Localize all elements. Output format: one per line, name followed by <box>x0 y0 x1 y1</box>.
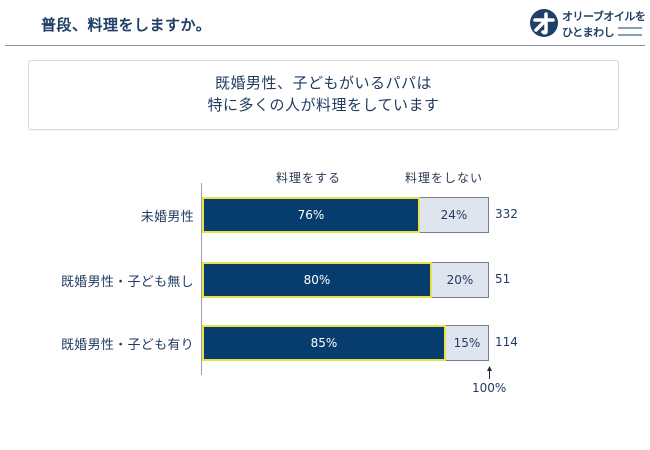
bar-segment-not-cook: 24% <box>420 197 489 233</box>
sample-size: 332 <box>495 207 518 221</box>
callout-line-2: 特に多くの人が料理をしています <box>207 96 440 114</box>
row-label: 既婚男性・子ども無し <box>60 275 194 290</box>
logo-text-line2: ひとまわし <box>562 26 615 39</box>
brand-logo: オリーブオイルを ひとまわし <box>530 7 648 41</box>
reference-100-label: 100% <box>472 381 507 395</box>
bar-segment-cook: 80% <box>202 262 432 298</box>
olive-oil-logo-icon <box>530 9 558 37</box>
sample-size: 114 <box>495 335 518 349</box>
chart-axis <box>201 183 202 375</box>
logo-subtext <box>618 27 642 36</box>
page-title: 普段、料理をしますか。 <box>41 16 212 34</box>
bar-segment-not-cook: 15% <box>446 325 489 361</box>
bar-segment-cook: 85% <box>202 325 446 361</box>
header-divider <box>5 45 645 46</box>
summary-callout: 既婚男性、子どもがいるパパは 特に多くの人が料理をしています <box>28 60 619 130</box>
bar-segment-cook: 76% <box>202 197 420 233</box>
sample-size: 51 <box>495 272 511 286</box>
legend-not-cook: 料理をしない <box>405 171 484 185</box>
callout-line-1: 既婚男性、子どもがいるパパは <box>214 74 432 92</box>
row-label: 既婚男性・子ども有り <box>60 338 194 353</box>
row-label: 未婚男性 <box>140 210 194 225</box>
stacked-bar: 80% 20% <box>202 262 489 298</box>
up-arrow-icon <box>485 364 494 379</box>
stacked-bar: 85% 15% <box>202 325 489 361</box>
legend-cook: 料理をする <box>276 171 342 185</box>
stacked-bar: 76% 24% <box>202 197 489 233</box>
bar-segment-not-cook: 20% <box>432 262 489 298</box>
logo-text-line1: オリーブオイルを <box>562 10 646 23</box>
